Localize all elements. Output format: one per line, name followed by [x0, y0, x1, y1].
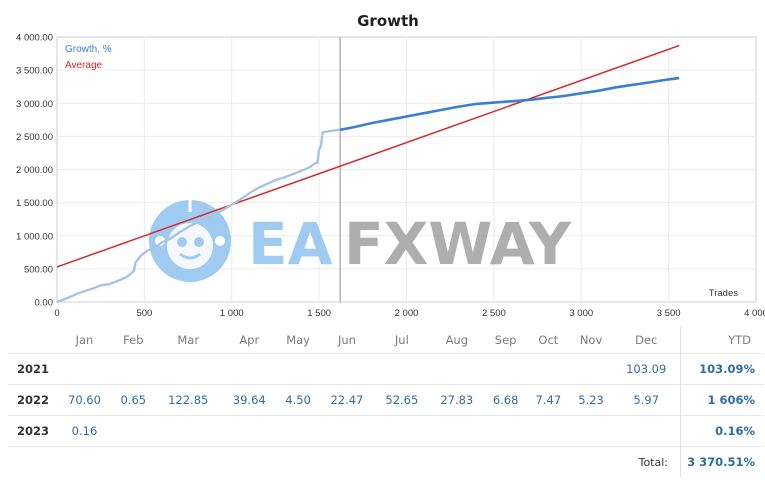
month-value-cell	[484, 415, 527, 447]
y-tick-label: 500.00	[24, 264, 53, 275]
month-header: Feb	[123, 333, 144, 347]
watermark-text-ea: EA	[248, 210, 333, 278]
month-header: Jan	[75, 333, 94, 347]
y-tick-label: 1 500.00	[16, 198, 53, 209]
month-value-cell	[569, 353, 613, 385]
table-row: 2023 0.16 0.16%	[8, 415, 763, 447]
month-value-cell	[612, 415, 681, 447]
legend-growth: Growth, %	[65, 44, 112, 55]
x-tick-label: 2 000	[395, 308, 419, 319]
month-value-cell	[276, 353, 320, 385]
axis-ticks: 0 500 1 000 1 500 2 000 2 500 3 000 3 500 4 000 0…	[16, 33, 765, 320]
x-axis-label: Trades	[709, 288, 738, 299]
ytd-cell: 103.09%	[680, 353, 763, 385]
month-value-cell	[569, 415, 613, 447]
series-growth-line	[339, 76, 680, 132]
x-tick-label: 4 000	[744, 308, 765, 319]
robot-logo-icon	[149, 200, 231, 282]
table-row: 2021 103.09 103.09%	[8, 353, 763, 385]
month-value-cell	[526, 415, 570, 447]
month-value-cell	[111, 415, 155, 447]
chart-title: Growth	[357, 12, 419, 30]
month-value-cell	[374, 353, 430, 385]
month-value-cell: 7.47	[526, 384, 570, 416]
growth-chart: Growth 0 500 1 000 1 500 2 000 2 500 3 000 3 50…	[16, 12, 765, 320]
x-tick-label: 1 500	[307, 308, 331, 319]
ytd-header: YTD	[680, 327, 763, 354]
month-value-cell: 5.97	[612, 384, 681, 416]
month-value-cell: 27.83	[429, 384, 485, 416]
month-header: Mar	[177, 333, 200, 347]
table-row: 2022 70.60 0.65 122.85 39.64 4.50 22.47 …	[8, 384, 763, 416]
y-tick-label: 0.00	[35, 298, 54, 309]
month-value-cell	[221, 353, 277, 385]
ytd-cell: 1 606%	[680, 384, 763, 416]
total-label: Total:	[8, 446, 681, 477]
month-value-cell	[429, 415, 485, 447]
x-tick-label: 3 500	[657, 308, 681, 319]
y-tick-label: 4 000.00	[16, 33, 53, 44]
month-value-cell	[484, 353, 527, 385]
month-value-cell	[221, 415, 277, 447]
month-value-cell	[429, 353, 485, 385]
x-tick-label: 2 500	[482, 308, 506, 319]
month-value-cell	[319, 353, 375, 385]
x-tick-label: 1 000	[220, 308, 244, 319]
month-header: Oct	[538, 333, 559, 347]
month-value-cell: 103.09	[612, 353, 681, 385]
month-header: Jul	[394, 333, 409, 347]
month-header: Dec	[635, 333, 658, 347]
x-tick-label: 3 000	[569, 308, 593, 319]
y-tick-label: 2 000.00	[16, 165, 53, 176]
ytd-cell: 0.16%	[680, 415, 763, 447]
month-header: Apr	[239, 333, 260, 347]
month-value-cell: 5.23	[569, 384, 613, 416]
watermark-text-fxway: FXWAY	[344, 210, 572, 278]
month-value-cell	[276, 415, 320, 447]
month-value-cell: 122.85	[154, 384, 222, 416]
month-value-cell: 6.68	[484, 384, 527, 416]
y-tick-label: 3 000.00	[16, 99, 53, 110]
month-header: Jun	[337, 333, 356, 347]
month-header: Aug	[445, 333, 469, 347]
month-value-cell	[57, 353, 112, 385]
series-growth-history-line	[56, 128, 341, 304]
total-row: Total: 3 370.51%	[8, 446, 763, 477]
watermark: EA FXWAY	[149, 200, 572, 282]
year-cell: 2023	[8, 415, 57, 447]
month-value-cell	[319, 415, 375, 447]
monthly-returns-table: Jan Feb Mar Apr May Jun Jul Aug Sep Oct …	[8, 327, 763, 477]
y-tick-label: 3 500.00	[16, 66, 53, 77]
month-value-cell	[111, 353, 155, 385]
y-tick-label: 1 000.00	[16, 231, 53, 242]
month-value-cell	[526, 353, 570, 385]
table-header-row: Jan Feb Mar Apr May Jun Jul Aug Sep Oct …	[8, 327, 763, 354]
month-value-cell: 4.50	[276, 384, 320, 416]
series-average-line	[56, 44, 680, 268]
month-value-cell	[154, 353, 222, 385]
month-value-cell: 39.64	[221, 384, 277, 416]
month-header: May	[286, 333, 310, 347]
month-header: Nov	[579, 333, 603, 347]
month-value-cell: 70.60	[57, 384, 112, 416]
year-cell: 2022	[8, 384, 57, 416]
x-tick-label: 0	[54, 308, 59, 319]
month-value-cell: 0.16	[57, 415, 112, 447]
month-value-cell	[374, 415, 430, 447]
y-tick-label: 2 500.00	[16, 132, 53, 143]
year-header	[8, 327, 57, 354]
month-value-cell: 52.65	[374, 384, 430, 416]
month-value-cell: 22.47	[319, 384, 375, 416]
month-value-cell	[154, 415, 222, 447]
month-value-cell: 0.65	[111, 384, 155, 416]
month-header: Sep	[494, 333, 517, 347]
year-cell: 2021	[8, 353, 57, 385]
total-value: 3 370.51%	[680, 446, 763, 477]
x-tick-label: 500	[136, 308, 152, 319]
legend-average: Average	[65, 60, 103, 71]
